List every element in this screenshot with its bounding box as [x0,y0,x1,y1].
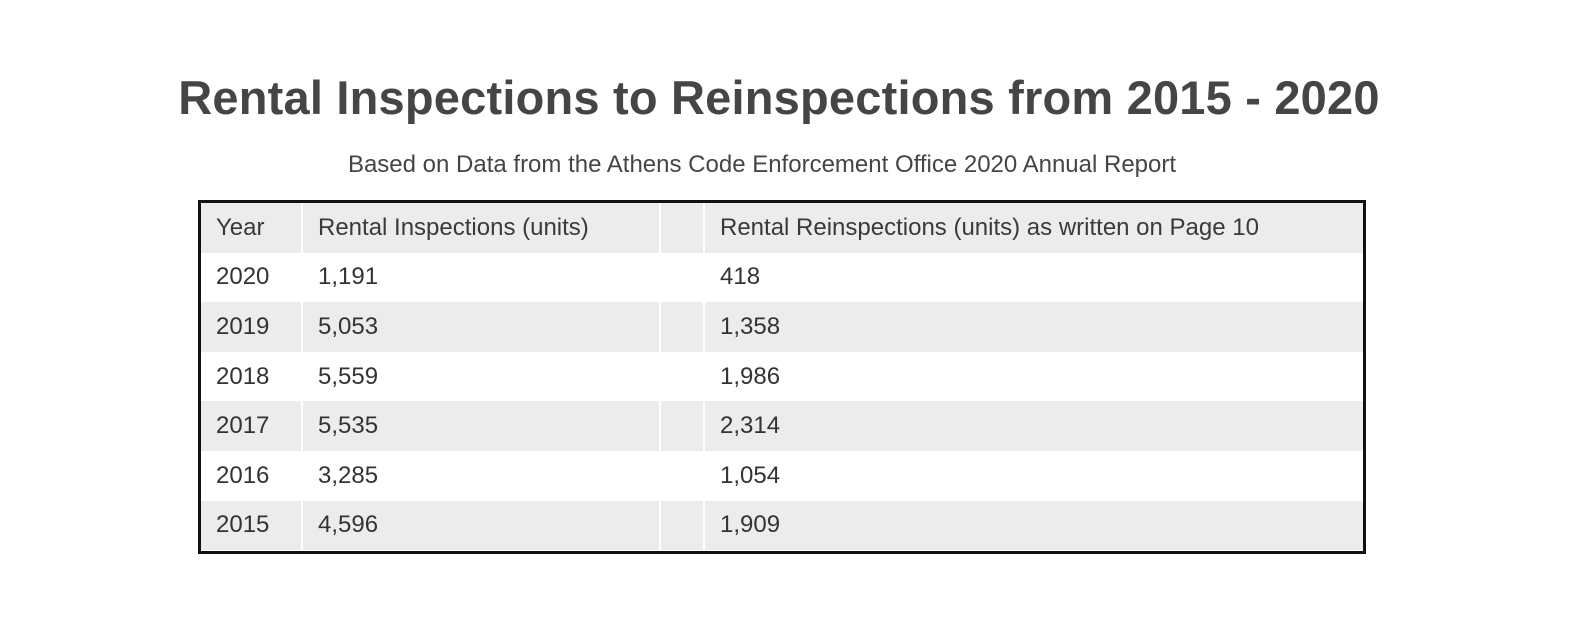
table-row: 2019 5,053 1,358 [201,302,1363,352]
cell-year: 2015 [201,500,303,551]
cell-reinspections: 1,986 [720,362,781,390]
cell-spacer [660,252,705,303]
chart-title: Rental Inspections to Reinspections from… [178,71,1380,124]
cell-spacer [660,302,705,352]
cell-year: 2016 [201,450,303,501]
cell-spacer [660,351,705,402]
cell-inspections: 1,191 [302,252,661,303]
cell-inspections: 5,559 [302,351,661,402]
cell-inspections: 5,053 [302,302,661,352]
cell-inspections: 3,285 [302,450,661,501]
cell-reinspections: 1,909 [704,500,1363,551]
table-row: 2016 3,285 1,054 [201,450,1363,501]
chart-subtitle: Based on Data from the Athens Code Enfor… [347,151,1177,178]
table-row: 2020 1,191 418 [201,252,1363,303]
column-header-reinspections: Rental Reinspections (units) as written … [704,203,1363,253]
data-table-frame: Year Rental Inspections (units) Rental R… [198,200,1366,554]
cell-spacer [660,401,705,451]
table-header-row: Year Rental Inspections (units) Rental R… [201,203,1363,253]
cell-reinspections: 418 [720,263,761,291]
column-spacer [660,203,705,253]
column-header-year: Year [201,203,303,253]
column-header-inspections: Rental Inspections (units) [302,203,661,253]
table-row: 2018 5,559 1,986 [201,351,1363,402]
table-row: 2017 5,535 2,314 [201,401,1363,451]
cell-year: 2017 [201,401,303,451]
table-row: 2015 4,596 1,909 [201,500,1363,551]
cell-year: 2020 [201,252,303,303]
cell-inspections: 4,596 [302,500,661,551]
cell-reinspections: 1,054 [720,461,781,489]
cell-spacer [660,500,705,551]
cell-year: 2019 [201,302,303,352]
cell-inspections: 5,535 [302,401,661,451]
cell-spacer [660,450,705,501]
cell-reinspections: 1,358 [704,302,1363,352]
cell-year: 2018 [201,351,303,402]
cell-reinspections: 2,314 [704,401,1363,451]
data-table: Year Rental Inspections (units) Rental R… [201,203,1363,551]
